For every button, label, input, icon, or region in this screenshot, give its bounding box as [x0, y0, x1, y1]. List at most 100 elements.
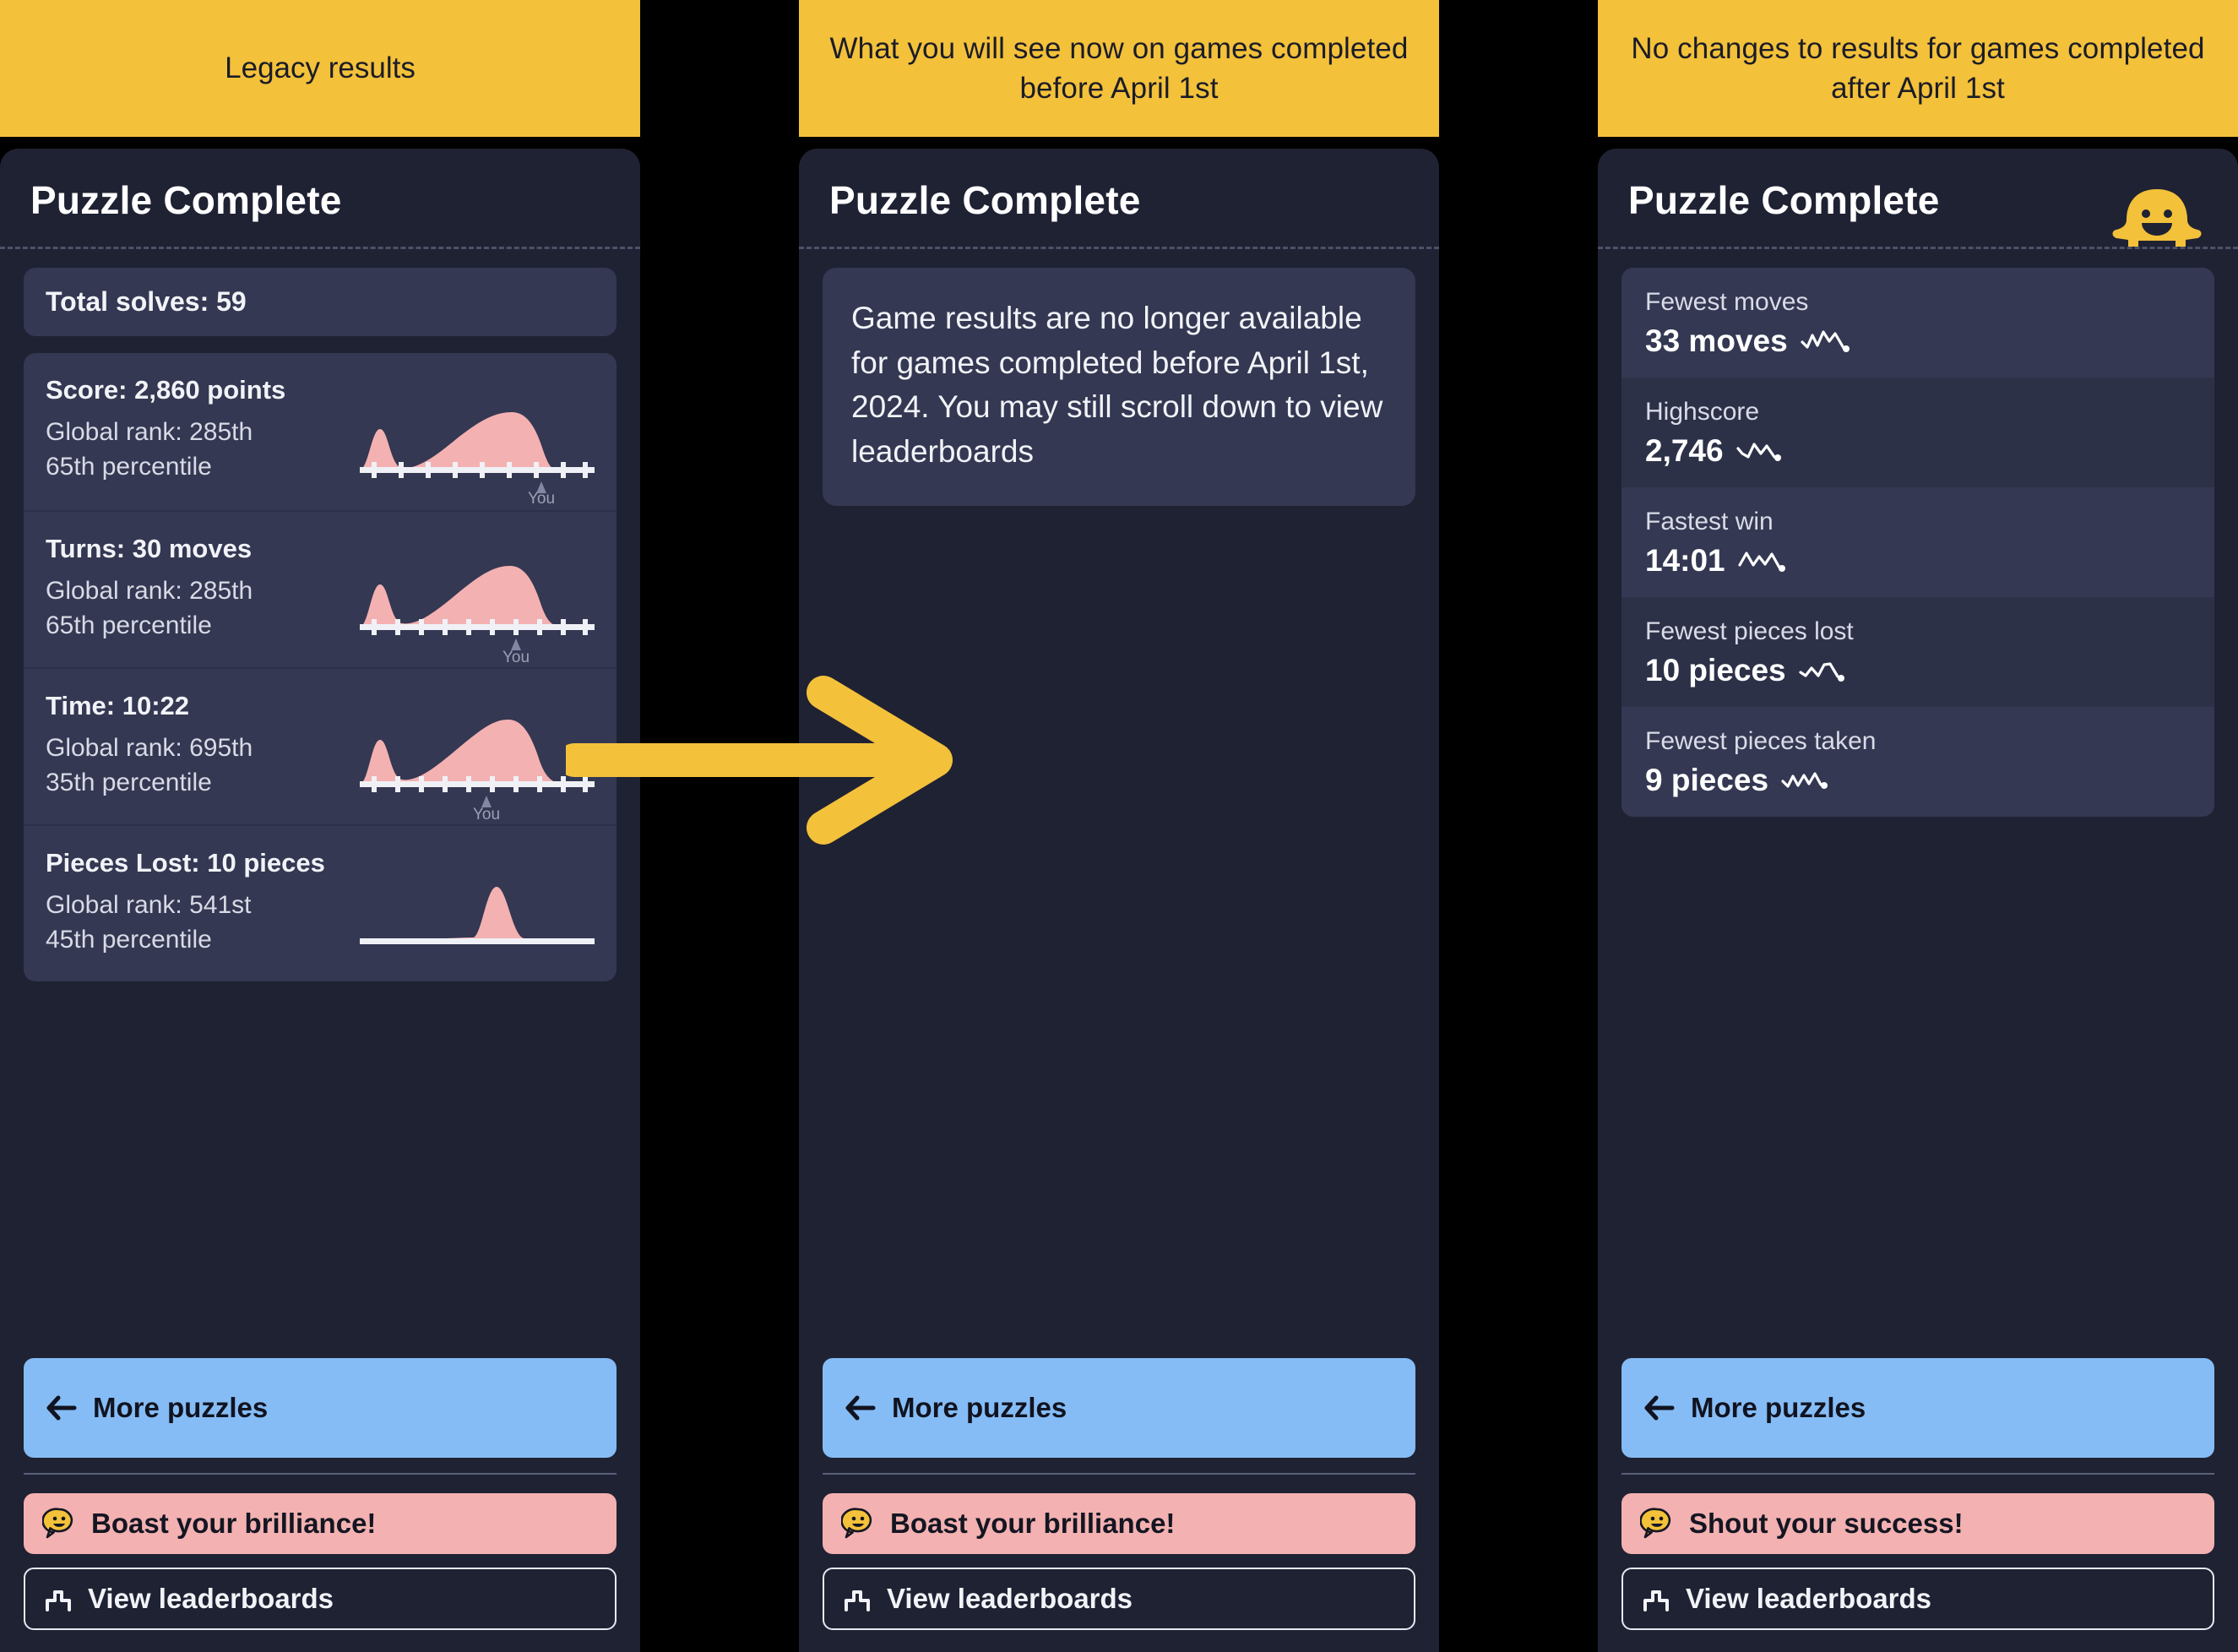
view-leaderboards-label: View leaderboards [887, 1583, 1133, 1614]
legacy-stat-card: Score: 2,860 points Global rank: 285th 6… [24, 353, 617, 510]
footer-divider [24, 1473, 617, 1475]
record-value-row: 10 pieces [1645, 653, 2191, 688]
app-window-legacy: Puzzle Complete Total solves: 59 Score: … [0, 149, 640, 1652]
you-marker-label: You [502, 649, 530, 662]
right-arrow-icon [566, 676, 953, 845]
stat-title: Time: 10:22 [46, 691, 190, 720]
banner-after-april: No changes to results for games complete… [1598, 0, 2238, 137]
podium-icon [44, 1585, 73, 1612]
more-puzzles-label: More puzzles [93, 1392, 269, 1423]
stat-global-rank: Global rank: 285th [46, 577, 253, 605]
results-scroll-area[interactable]: Game results are no longer available for… [799, 249, 1439, 1358]
view-leaderboards-label: View leaderboards [1686, 1583, 1932, 1614]
sparkline-icon [1799, 662, 1844, 682]
stat-global-rank: Global rank: 695th [46, 734, 253, 762]
results-scroll-area[interactable]: Total solves: 59 Score: 2,860 points Glo… [0, 249, 640, 1358]
share-label: Shout your success! [1689, 1508, 1964, 1539]
sparkline-icon [1738, 552, 1785, 572]
legacy-stat-group: Score: 2,860 points Global rank: 285th 6… [24, 353, 617, 981]
record-row: Fastest win 14:01 [1621, 487, 2214, 597]
podium-icon [843, 1585, 872, 1612]
app-header: Puzzle Complete [0, 149, 640, 247]
speech-bubble-smile-icon [1640, 1507, 1674, 1541]
more-puzzles-button[interactable]: More puzzles [1621, 1358, 2214, 1458]
page-title: Puzzle Complete [829, 178, 1141, 222]
record-value: 9 pieces [1645, 763, 1769, 797]
record-value: 10 pieces [1645, 653, 1786, 687]
more-puzzles-button[interactable]: More puzzles [823, 1358, 1415, 1458]
record-value-row: 14:01 [1645, 543, 2191, 579]
record-value-row: 2,746 [1645, 433, 2191, 469]
share-button[interactable]: Shout your success! [1621, 1493, 2214, 1554]
stat-global-rank: Global rank: 541st [46, 891, 252, 919]
banner-before-april: What you will see now on games completed… [799, 0, 1439, 137]
share-label: Boast your brilliance! [91, 1508, 377, 1539]
results-unavailable-notice: Game results are no longer available for… [823, 268, 1415, 507]
podium-icon [1642, 1585, 1670, 1612]
panel-before-april: What you will see now on games completed… [799, 0, 1439, 1652]
sparkline-icon [1781, 772, 1828, 789]
record-label: Fewest pieces taken [1645, 727, 1877, 755]
stat-global-rank: Global rank: 285th [46, 418, 253, 446]
stat-percentile: 65th percentile [46, 452, 212, 481]
legacy-stat-card: Pieces Lost: 10 pieces Global rank: 541s… [24, 824, 617, 981]
legacy-stat-card: Time: 10:22 Global rank: 695th 35th perc… [24, 667, 617, 824]
distribution-chart: You [360, 412, 595, 505]
record-label: Fastest win [1645, 508, 1774, 535]
speech-bubble-smile-icon [841, 1507, 875, 1541]
stat-percentile: 35th percentile [46, 768, 212, 796]
sparkline-icon [1801, 330, 1850, 352]
you-marker-label: You [528, 490, 555, 505]
record-value-row: 9 pieces [1645, 763, 2191, 798]
stat-title: Pieces Lost: 10 pieces [46, 848, 325, 878]
distribution-chart: You [360, 720, 595, 819]
sparkline-icon [1736, 443, 1781, 461]
records-list: Fewest moves 33 moves Highscore [1621, 268, 2214, 817]
panel-after-april: No changes to results for games complete… [1598, 0, 2238, 1652]
dashed-divider [799, 247, 1439, 249]
view-leaderboards-button[interactable]: View leaderboards [1621, 1568, 2214, 1630]
results-scroll-area[interactable]: Fewest moves 33 moves Highscore [1598, 249, 2238, 1358]
share-button[interactable]: Boast your brilliance! [823, 1493, 1415, 1554]
record-row: Fewest pieces taken 9 pieces [1621, 707, 2214, 817]
banner-legacy: Legacy results [0, 0, 640, 137]
back-arrow-icon [46, 1395, 78, 1421]
footer-actions: More puzzles Shout your success! [1598, 1358, 2238, 1652]
app-window-records: Puzzle Complete Fewest moves 33 moves [1598, 149, 2238, 1652]
dashed-divider [0, 247, 640, 249]
footer-divider [823, 1473, 1415, 1475]
record-value-row: 33 moves [1645, 323, 2191, 359]
legacy-stat-card: Turns: 30 moves Global rank: 285th 65th … [24, 510, 617, 667]
dashed-divider [1598, 247, 2238, 249]
you-marker-label: You [473, 806, 500, 819]
record-label: Fewest pieces lost [1645, 617, 1854, 645]
view-leaderboards-label: View leaderboards [88, 1583, 334, 1614]
share-button[interactable]: Boast your brilliance! [24, 1493, 617, 1554]
app-window-notice: Puzzle Complete Game results are no long… [799, 149, 1439, 1652]
record-row: Fewest moves 33 moves [1621, 268, 2214, 378]
total-solves: Total solves: 59 [24, 268, 617, 336]
footer-divider [1621, 1473, 2214, 1475]
mascot-icon [2112, 189, 2202, 247]
stat-percentile: 45th percentile [46, 925, 212, 954]
speech-bubble-smile-icon [42, 1507, 76, 1541]
record-label: Fewest moves [1645, 288, 1809, 316]
distribution-chart: You [360, 566, 595, 662]
view-leaderboards-button[interactable]: View leaderboards [24, 1568, 617, 1630]
more-puzzles-label: More puzzles [1691, 1392, 1866, 1423]
footer-actions: More puzzles Boast your brilliance! [0, 1358, 640, 1652]
stat-percentile: 65th percentile [46, 611, 212, 639]
scroll-fade [0, 1257, 640, 1358]
page-title: Puzzle Complete [30, 178, 342, 222]
panel-legacy: Legacy results Puzzle Complete Total sol… [0, 0, 640, 1652]
stat-title: Score: 2,860 points [46, 375, 286, 405]
record-value: 33 moves [1645, 323, 1788, 358]
view-leaderboards-button[interactable]: View leaderboards [823, 1568, 1415, 1630]
stat-title: Turns: 30 moves [46, 534, 253, 563]
record-row: Highscore 2,746 [1621, 378, 2214, 487]
back-arrow-icon [1643, 1395, 1676, 1421]
more-puzzles-button[interactable]: More puzzles [24, 1358, 617, 1458]
back-arrow-icon [845, 1395, 877, 1421]
more-puzzles-label: More puzzles [892, 1392, 1067, 1423]
